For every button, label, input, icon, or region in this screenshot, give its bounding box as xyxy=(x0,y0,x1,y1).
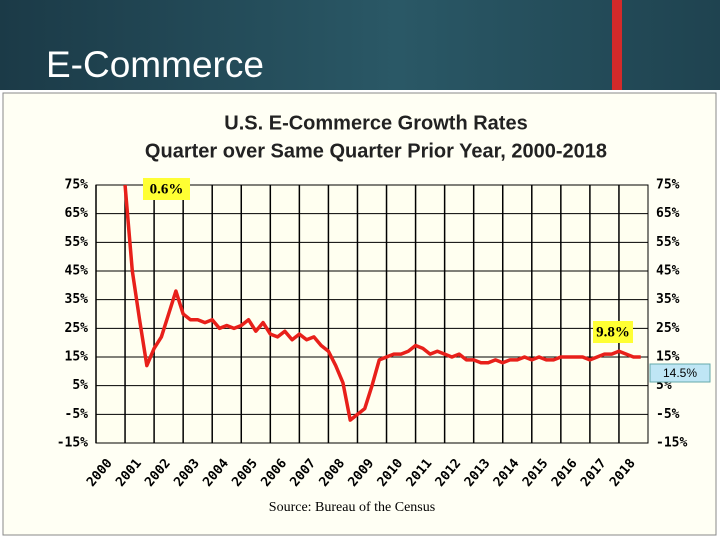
annotation-box xyxy=(143,178,190,200)
y-tick-label: -5% xyxy=(65,407,89,422)
header xyxy=(0,0,720,90)
annotation-box xyxy=(593,321,633,343)
annotation: 0.6% xyxy=(150,181,184,197)
annotation: 9.8% xyxy=(596,324,630,340)
y-tick-label: 65% xyxy=(65,206,89,221)
y-tick-label: -15% xyxy=(57,436,88,451)
y2-tick-label: -5% xyxy=(656,407,680,422)
chart-title: U.S. E-Commerce Growth Rates xyxy=(224,112,527,134)
y2-tick-label: 15% xyxy=(656,350,680,365)
y-tick-label: 15% xyxy=(65,350,89,365)
y2-tick-label: 65% xyxy=(656,206,680,221)
y-tick-label: 75% xyxy=(65,178,89,193)
chart-subtitle: Quarter over Same Quarter Prior Year, 20… xyxy=(145,140,607,162)
y2-tick-label: 45% xyxy=(656,264,680,279)
y2-tick-label: 55% xyxy=(656,235,680,250)
source: Source: Bureau of the Census xyxy=(269,500,435,515)
annotation: 14.5% xyxy=(663,366,697,380)
y2-tick-label: 35% xyxy=(656,292,680,307)
plot-area xyxy=(95,184,649,444)
y2-tick-label: -15% xyxy=(656,436,687,451)
y2-tick-label: 75% xyxy=(656,178,680,193)
annotation-box xyxy=(649,363,711,383)
slide-title: E-Commerce xyxy=(46,44,264,85)
y-tick-label: 25% xyxy=(65,321,89,336)
y-tick-label: 5% xyxy=(72,378,88,393)
accent-bar xyxy=(612,0,622,90)
y-tick-label: 45% xyxy=(65,264,89,279)
data-line xyxy=(123,184,641,422)
y-tick-label: 35% xyxy=(65,292,89,307)
y2-tick-label: 25% xyxy=(656,321,680,336)
y-tick-label: 55% xyxy=(65,235,89,250)
